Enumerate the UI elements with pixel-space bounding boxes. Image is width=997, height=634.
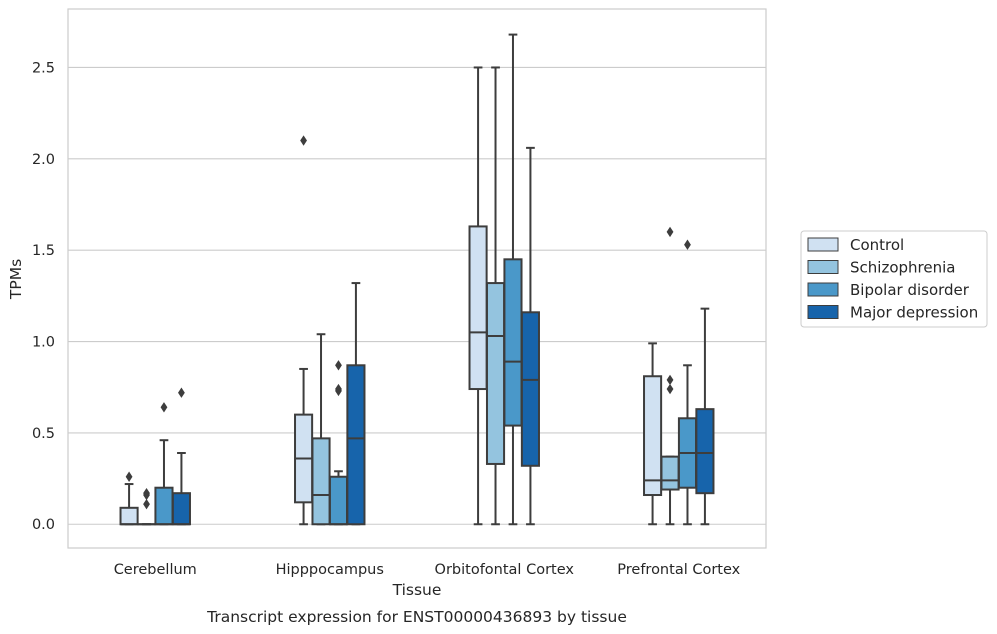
y-axis-title: TPMs <box>7 259 25 300</box>
box-schizophrenia-cerebellum <box>136 487 157 526</box>
plot-frame <box>67 8 767 549</box>
box-control-prefrontal-cortex <box>643 342 663 526</box>
outlier-point <box>684 239 691 250</box>
box-control-orbitofontal-cortex <box>468 66 488 526</box>
box-control-hipppocampus <box>294 135 314 526</box>
box-body <box>328 475 349 526</box>
box-body <box>520 311 540 467</box>
box-body <box>695 408 715 495</box>
legend-swatch <box>807 237 839 252</box>
outlier-point <box>666 374 674 386</box>
box-bipolar-disorder-hipppocampus <box>328 360 349 526</box>
box-body <box>119 506 139 526</box>
series-major-depression <box>171 146 715 526</box>
y-tick-label: 0.0 <box>32 517 55 533</box>
outlier-point <box>143 487 150 499</box>
outlier-point <box>300 135 307 146</box>
box-schizophrenia-prefrontal-cortex <box>660 226 680 526</box>
y-tick-label: 2.0 <box>32 152 55 168</box>
x-tick-label: Prefrontal Cortex <box>617 562 740 578</box>
legend-label: Control <box>850 236 904 254</box>
legend-swatch <box>807 260 839 274</box>
box-body <box>154 486 174 526</box>
box-major-depression-prefrontal-cortex <box>695 307 715 526</box>
box-bipolar-disorder-cerebellum <box>154 402 174 526</box>
legend-item-bipolar-disorder: Bipolar disorder <box>807 281 970 299</box>
y-tick-label: 1.0 <box>32 335 55 351</box>
x-tick-label: Cerebellum <box>114 562 197 578</box>
box-major-depression-hipppocampus <box>346 282 366 526</box>
box-schizophrenia-orbitofontal-cortex <box>485 66 506 526</box>
x-tick-labels: Cerebellum Hipppocampus Orbitofontal Corte… <box>114 562 741 578</box>
legend-frame <box>800 230 988 328</box>
box-body <box>503 258 523 427</box>
box-major-depression-orbitofontal-cortex <box>520 146 540 526</box>
outlier-point <box>666 226 674 238</box>
outlier-point <box>160 402 168 413</box>
y-tick-label: 2.5 <box>32 60 55 76</box>
series-schizophrenia <box>136 66 680 526</box>
legend-item-control: Control <box>807 236 904 254</box>
legend-label: Schizophrenia <box>850 259 955 277</box>
box-body <box>346 364 366 526</box>
outlier-point <box>143 498 150 510</box>
chart-caption: Transcript expression for ENST0000043689… <box>206 608 627 626</box>
legend: Control Schizophrenia Bipolar disorder Majo… <box>800 230 988 328</box>
x-tick-label: Orbitofontal Cortex <box>435 562 575 578</box>
legend-item-schizophrenia: Schizophrenia <box>807 259 955 277</box>
box-bipolar-disorder-orbitofontal-cortex <box>503 33 523 526</box>
legend-swatch <box>807 305 839 319</box>
box-bipolar-disorder-prefrontal-cortex <box>677 239 698 526</box>
series-bipolar-disorder <box>154 33 698 526</box>
box-body <box>468 225 488 391</box>
box-body <box>311 437 331 526</box>
box-series-group <box>119 33 715 526</box>
box-major-depression-cerebellum <box>171 387 191 526</box>
box-body <box>171 492 191 526</box>
outlier-point <box>335 383 342 395</box>
box-control-cerebellum <box>119 471 139 526</box>
outlier-point <box>335 360 342 371</box>
outlier-point <box>666 383 674 395</box>
y-tick-label: 0.5 <box>32 426 55 442</box>
y-tick-label: 1.5 <box>32 243 55 259</box>
outlier-point <box>178 387 185 398</box>
box-body <box>643 375 663 497</box>
x-tick-label: Hipppocampus <box>276 562 384 578</box>
legend-swatch <box>807 282 839 297</box>
legend-label: Major depression <box>850 304 978 322</box>
legend-item-major-depression: Major depression <box>807 304 978 322</box>
box-body <box>660 455 680 491</box>
x-axis-title: Tissue <box>392 581 442 599</box>
outlier-point <box>125 471 133 482</box>
box-body <box>485 282 506 465</box>
series-control <box>119 66 663 526</box>
y-tick-labels: 0.0 0.5 1.0 1.5 2.0 2.5 <box>32 60 55 533</box>
legend-label: Bipolar disorder <box>850 281 970 299</box>
box-schizophrenia-hipppocampus <box>311 333 331 526</box>
